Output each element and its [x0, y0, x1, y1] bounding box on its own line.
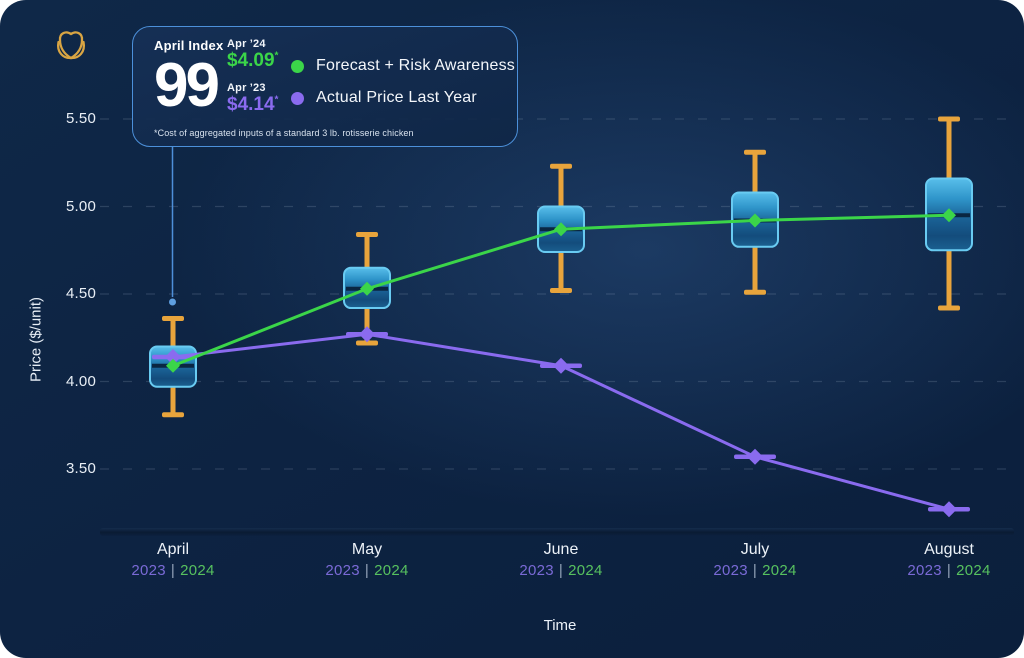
index-label: April Index — [154, 38, 224, 53]
current-year-label: Apr ’24 — [227, 38, 266, 50]
month-label: July — [740, 541, 770, 558]
y-tick-label: 5.50 — [66, 110, 96, 127]
x-axis-month-may: May 2023 | 2024 — [287, 541, 447, 579]
x-axis-line — [100, 528, 1014, 536]
month-years: 2023 | 2024 — [713, 562, 797, 579]
month-label: August — [924, 541, 974, 558]
chart-legend: Forecast + Risk Awareness Actual Price L… — [291, 56, 515, 120]
index-value: 99 — [154, 51, 220, 120]
month-label: June — [543, 541, 579, 558]
actual-legend-dot-icon — [291, 91, 304, 105]
month-years: 2023 | 2024 — [325, 562, 409, 579]
y-tick-label: 3.50 — [66, 460, 96, 477]
y-tick-label: 4.00 — [66, 372, 96, 390]
previous-year-label: Apr ’23 — [227, 81, 266, 94]
legend-item-forecast[interactable]: Forecast + Risk Awareness — [291, 56, 515, 76]
x-axis-title: Time — [543, 617, 577, 634]
legend-item-actual[interactable]: Actual Price Last Year — [291, 88, 515, 108]
previous-price: $4.14* — [227, 93, 279, 115]
month-years: 2023 | 2024 — [131, 562, 215, 579]
x-axis-month-june: June 2023 | 2024 — [481, 541, 641, 579]
y-tick-label: 4.50 — [66, 285, 96, 302]
y-tick-label: 5.00 — [66, 197, 96, 215]
month-label: April — [156, 541, 189, 558]
actual-price-series[interactable] — [152, 326, 970, 518]
month-label: May — [351, 541, 383, 558]
month-years: 2023 | 2024 — [907, 562, 991, 579]
forecast-legend-dot-icon — [291, 59, 304, 73]
y-axis-title: Price ($/unit) — [27, 296, 45, 383]
price-comparison-block: Apr ’24 $4.09* Apr ’23 $4.14* — [227, 38, 278, 116]
current-price: $4.09* — [227, 50, 279, 71]
brand-logo-icon — [47, 22, 95, 70]
forecast-series[interactable] — [166, 208, 956, 373]
april-index-card: April Index 99 Apr ’24 $4.09* Apr ’23 $4… — [132, 26, 518, 147]
legend-label: Actual Price Last Year — [316, 89, 477, 106]
x-axis-month-august: August 2023 | 2024 — [869, 541, 1024, 579]
legend-label: Forecast + Risk Awareness — [316, 57, 516, 74]
index-block: April Index 99 — [154, 38, 223, 117]
tooltip-anchor-dot — [169, 298, 176, 306]
x-axis-month-april: April 2023 | 2024 — [93, 541, 253, 579]
card-footnote: *Cost of aggregated inputs of a standard… — [154, 128, 414, 138]
x-axis-month-july: July 2023 | 2024 — [675, 541, 835, 579]
month-years: 2023 | 2024 — [519, 562, 603, 579]
